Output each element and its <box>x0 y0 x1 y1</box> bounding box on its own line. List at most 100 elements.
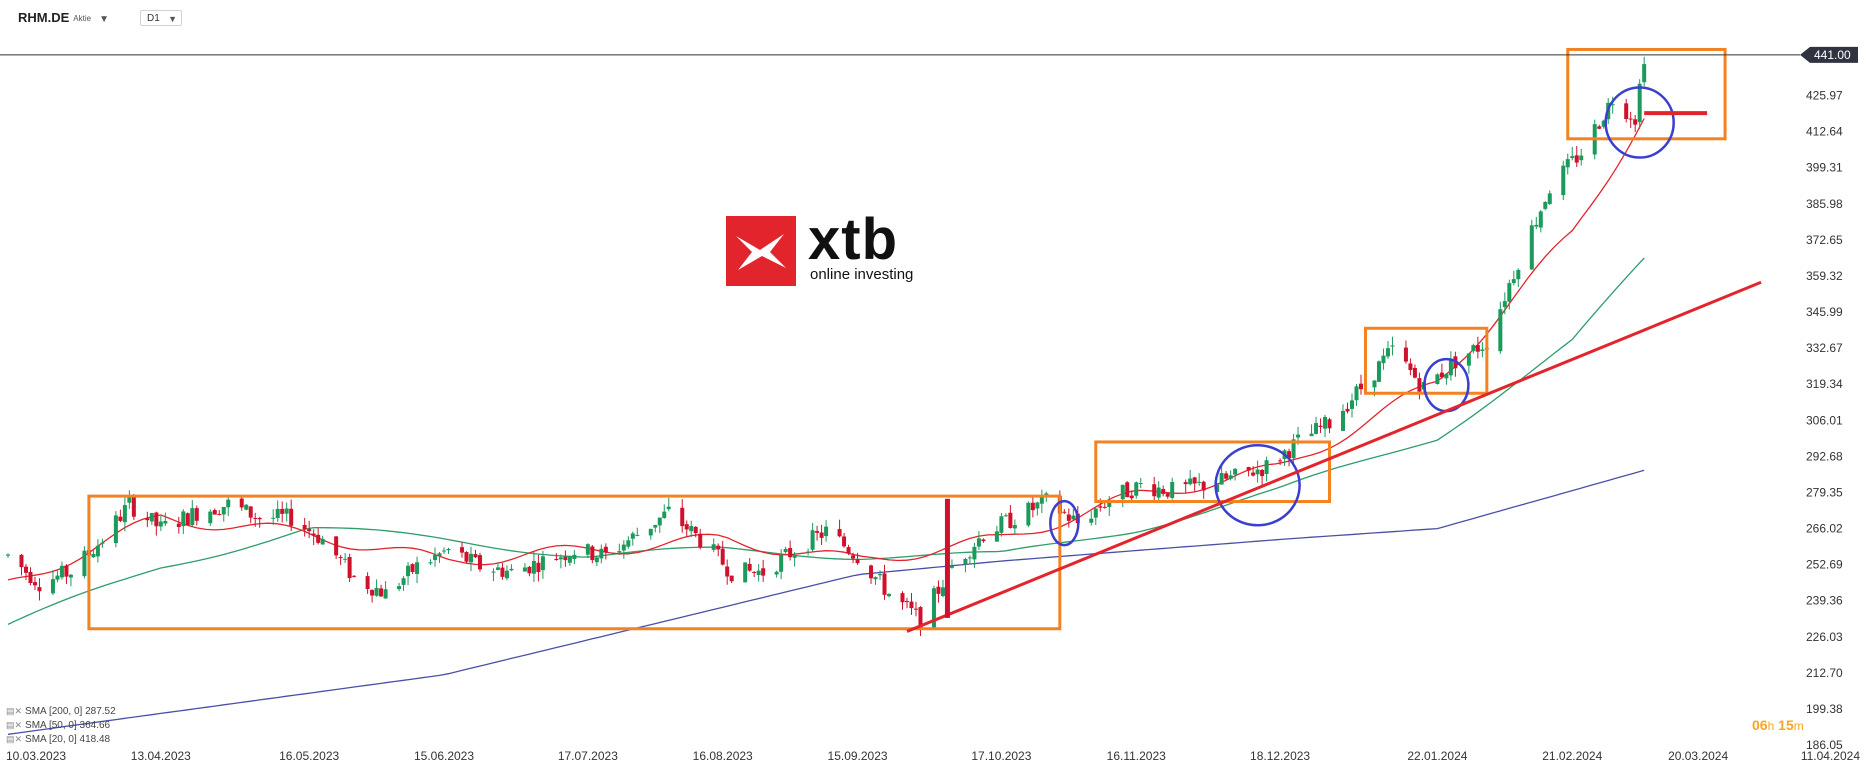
candle-down <box>1287 451 1292 459</box>
candle-up <box>1323 416 1328 429</box>
candle-up <box>55 575 60 580</box>
candle-down <box>280 508 285 514</box>
candle-up <box>594 557 599 563</box>
settings-icon[interactable]: ▤✕ <box>6 734 23 744</box>
candle-up <box>1372 380 1377 388</box>
y-tick-label: 266.02 <box>1806 522 1843 536</box>
chevron-down-icon: ▼ <box>168 14 177 24</box>
sma-200-line <box>7 469 1645 735</box>
candle-down <box>307 529 312 532</box>
candle-up <box>976 538 981 547</box>
current-price-marker <box>1800 46 1858 63</box>
support-circle <box>1049 499 1080 547</box>
range-box <box>1566 47 1727 141</box>
y-tick-label: 425.97 <box>1806 89 1843 103</box>
candle-up <box>648 528 653 536</box>
candle-down <box>370 589 375 596</box>
candle-up <box>774 571 779 575</box>
candle-down <box>815 531 820 533</box>
settings-icon[interactable]: ▤✕ <box>6 720 23 730</box>
candle-down <box>365 576 370 589</box>
candle-up <box>972 546 977 560</box>
candle-down <box>1475 345 1480 352</box>
candle-down <box>747 563 752 571</box>
candle-up <box>401 578 406 585</box>
candle-up <box>271 517 276 519</box>
x-tick-label: 15.06.2023 <box>414 749 474 763</box>
chevron-down-icon[interactable]: ▼ <box>99 14 109 25</box>
candle-up <box>1610 104 1615 106</box>
y-tick-label: 186.05 <box>1806 738 1843 752</box>
timeframe-select[interactable]: D1 ▼ <box>140 10 182 26</box>
candle-up <box>1170 481 1175 498</box>
x-tick-label: 21.02.2024 <box>1542 749 1602 763</box>
instrument-type: Aktie <box>73 14 92 24</box>
candle-down <box>1246 467 1251 471</box>
candle-up <box>1376 361 1381 382</box>
candle-up <box>406 565 411 577</box>
candle-up <box>887 593 892 597</box>
candle-up <box>208 511 213 524</box>
candle-up <box>1480 349 1485 352</box>
candle-up <box>433 554 438 561</box>
candle-down <box>904 601 909 603</box>
candle-down <box>527 566 532 574</box>
candle-down <box>212 510 217 515</box>
candle-up <box>931 588 936 628</box>
x-tick-label: 16.08.2023 <box>693 749 753 763</box>
x-tick-label: 15.09.2023 <box>828 749 888 763</box>
candle-down <box>239 498 244 508</box>
candle-up <box>531 560 536 574</box>
candle-up <box>509 568 514 571</box>
candle-up <box>284 508 289 514</box>
indicator-legend-sma200[interactable]: ▤✕ SMA [200, 0] 287.52 <box>6 706 116 717</box>
candle-up <box>127 497 132 503</box>
candle-up <box>792 554 797 558</box>
settings-icon[interactable]: ▤✕ <box>6 706 23 716</box>
candle-down <box>1125 482 1130 498</box>
candle-up <box>572 554 577 560</box>
indicator-legend-sma20[interactable]: ▤✕ SMA [20, 0] 418.48 <box>6 734 111 745</box>
candle-down <box>1417 378 1422 392</box>
candle-down <box>1439 372 1444 378</box>
current-price-label: 441.00 <box>1814 48 1851 62</box>
candle-down <box>118 516 123 521</box>
candle-down <box>855 559 860 564</box>
y-tick-label: 399.31 <box>1806 161 1843 175</box>
candle-up <box>446 548 451 551</box>
indicator-legend-sma50[interactable]: ▤✕ SMA [50, 0] 364.66 <box>6 720 111 731</box>
candle-up <box>1296 434 1301 438</box>
logo-tagline: online investing <box>810 266 914 283</box>
candle-down <box>603 546 608 553</box>
candle-down <box>194 508 199 521</box>
candlestick-series <box>6 56 1647 637</box>
candle-up <box>1039 495 1044 504</box>
candle-up <box>244 504 249 510</box>
y-tick-label: 212.70 <box>1806 666 1843 680</box>
candle-up <box>873 577 878 580</box>
candle-up <box>756 570 761 575</box>
candle-up <box>50 579 55 594</box>
candle-up <box>1120 484 1125 500</box>
candle-up <box>1570 156 1575 159</box>
candle-up <box>221 507 226 515</box>
y-tick-label: 372.65 <box>1806 233 1843 247</box>
candle-down <box>1030 502 1035 511</box>
candle-up <box>68 574 73 578</box>
candle-up <box>95 545 100 557</box>
candle-up <box>1498 309 1503 352</box>
support-circle <box>1604 86 1675 159</box>
candle-down <box>936 586 941 594</box>
candle-up <box>495 567 500 570</box>
candle-up <box>1233 468 1238 475</box>
candle-up <box>158 521 163 527</box>
candle-up <box>1107 500 1112 508</box>
candle-up <box>1565 159 1570 168</box>
candle-up <box>949 565 954 568</box>
candle-up <box>540 556 545 571</box>
x-tick-label: 13.04.2023 <box>131 749 191 763</box>
instrument-selector[interactable]: RHM.DE Aktie ▼ <box>18 10 109 25</box>
candle-down <box>693 526 698 534</box>
candle-down <box>1408 363 1413 371</box>
